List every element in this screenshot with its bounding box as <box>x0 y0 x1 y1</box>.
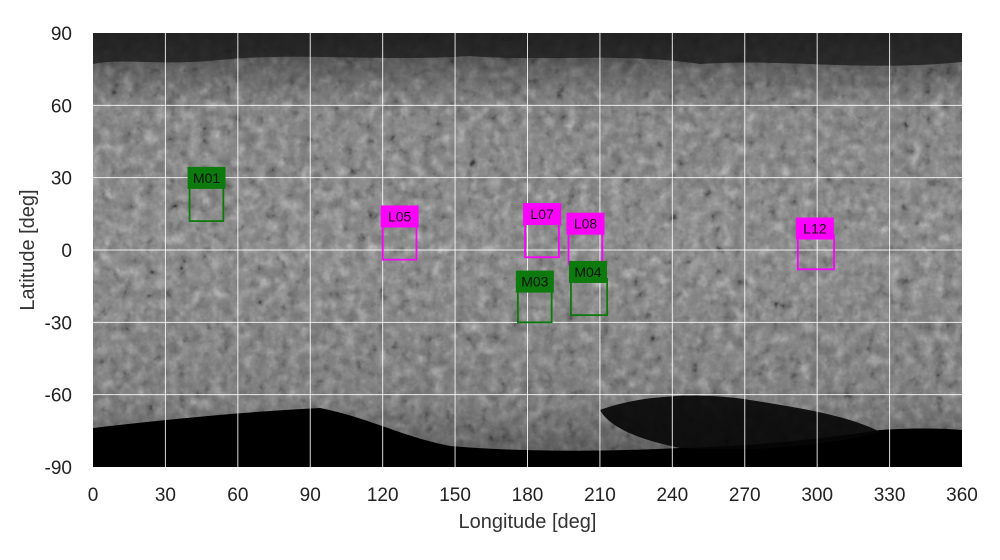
site-label: M03 <box>521 274 548 290</box>
x-tick-label: 30 <box>155 485 176 506</box>
y-tick-label: -60 <box>45 386 72 407</box>
site-boxes: M01 L05 L07 L08 M03 M04 L12 <box>187 166 835 324</box>
x-tick-label: 0 <box>88 485 99 506</box>
site-m03: M03 <box>515 270 554 324</box>
site-l05: L05 <box>380 205 419 261</box>
site-label-background <box>568 260 607 283</box>
y-axis-label: Latitude [deg] <box>17 189 39 310</box>
x-tick-label: 300 <box>801 485 833 506</box>
site-label-background <box>380 205 419 228</box>
site-label-background <box>523 203 562 226</box>
x-tick-labels: 0 30 60 90 120 150 180 210 240 270 300 330 360 <box>88 485 978 506</box>
site-label: L05 <box>388 208 412 224</box>
y-tick-label: 60 <box>51 96 72 117</box>
site-label-background <box>795 217 834 240</box>
x-tick-label: 150 <box>439 485 471 506</box>
y-tick-labels: -90 -60 -30 0 30 60 90 <box>45 24 72 479</box>
site-label-background <box>566 212 605 235</box>
x-tick-label: 180 <box>512 485 544 506</box>
site-l08: L08 <box>566 212 605 266</box>
site-label: L12 <box>803 221 827 237</box>
site-label: L07 <box>530 206 554 222</box>
site-label: M04 <box>574 264 601 280</box>
x-tick-label: 240 <box>656 485 688 506</box>
site-label: M01 <box>193 170 220 186</box>
site-label-background <box>187 166 226 189</box>
x-tick-label: 90 <box>300 485 321 506</box>
site-label: L08 <box>574 216 598 232</box>
y-tick-label: 0 <box>61 241 72 262</box>
y-tick-label: -90 <box>45 458 72 479</box>
site-l07: L07 <box>523 203 562 259</box>
y-tick-label: -30 <box>45 313 72 334</box>
x-tick-label: 270 <box>729 485 761 506</box>
south-pole-shadow <box>600 395 880 450</box>
site-m01: M01 <box>187 166 226 222</box>
site-l12: L12 <box>795 217 835 271</box>
grid <box>93 33 962 467</box>
site-m04: M04 <box>568 260 609 316</box>
x-tick-label: 330 <box>874 485 906 506</box>
x-tick-label: 210 <box>584 485 616 506</box>
x-tick-label: 60 <box>227 485 248 506</box>
site-label-background <box>515 270 554 293</box>
y-tick-label: 30 <box>51 169 72 190</box>
x-tick-label: 360 <box>946 485 978 506</box>
x-axis-label: Longitude [deg] <box>459 511 597 533</box>
y-tick-label: 90 <box>51 24 72 45</box>
x-tick-label: 120 <box>367 485 399 506</box>
